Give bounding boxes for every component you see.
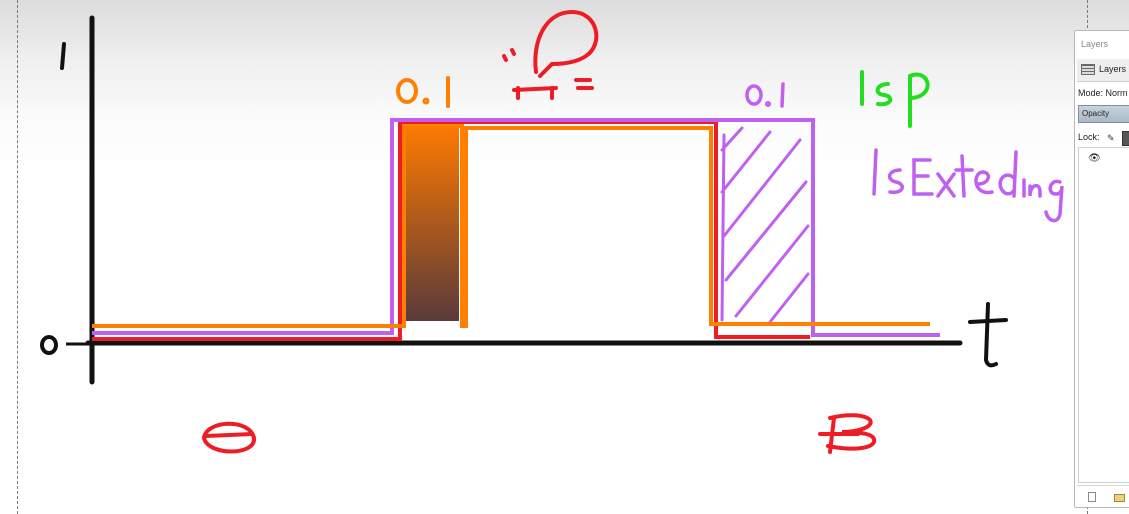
opacity-slider[interactable]: Opacity [1078, 105, 1129, 123]
folder-icon[interactable] [1114, 494, 1125, 502]
layers-stack-icon [1081, 64, 1095, 75]
y-axis-zero-label-stroke [40, 335, 58, 355]
lock-alpha-icon[interactable] [1122, 131, 1129, 146]
layers-footer [1077, 485, 1129, 507]
lock-label: Lock: [1078, 132, 1100, 142]
left-bottom-red-annotation [201, 421, 256, 454]
mode-label: Mode: [1078, 88, 1104, 98]
new-layer-icon[interactable] [1088, 492, 1096, 502]
layers-tab[interactable]: Layers [1077, 59, 1129, 82]
legend-isextending-stroke [872, 148, 1064, 223]
left-gradient-region [403, 124, 459, 321]
left-pulse-width-label-stroke [396, 76, 450, 108]
red-p-annotation [502, 9, 599, 100]
layer-list[interactable]: 👁 [1078, 147, 1129, 483]
layers-panel: Layers Layers Mode: Norm Opacity Lock: ✎… [1074, 30, 1129, 508]
right-hatched-region [720, 126, 810, 324]
right-pulse-width-label-stroke [745, 82, 785, 108]
orange-signal-line [92, 124, 930, 328]
right-bottom-red-annotation [818, 413, 877, 454]
canvas-left-boundary [17, 0, 18, 514]
x-axis-label-stroke [968, 302, 1008, 368]
eye-icon[interactable]: 👁 [1088, 153, 1101, 164]
blend-mode-row[interactable]: Mode: Norm [1078, 88, 1128, 98]
isextending-signal-line [92, 118, 940, 337]
legend-isp-stroke [860, 70, 930, 128]
opacity-label: Opacity [1082, 109, 1110, 118]
mode-value[interactable]: Norm [1105, 88, 1128, 98]
y-axis-top-label-stroke [60, 42, 66, 70]
layers-tab-label: Layers [1099, 64, 1127, 74]
paintbrush-icon[interactable]: ✎ [1107, 133, 1115, 143]
layers-panel-title: Layers [1081, 39, 1109, 49]
